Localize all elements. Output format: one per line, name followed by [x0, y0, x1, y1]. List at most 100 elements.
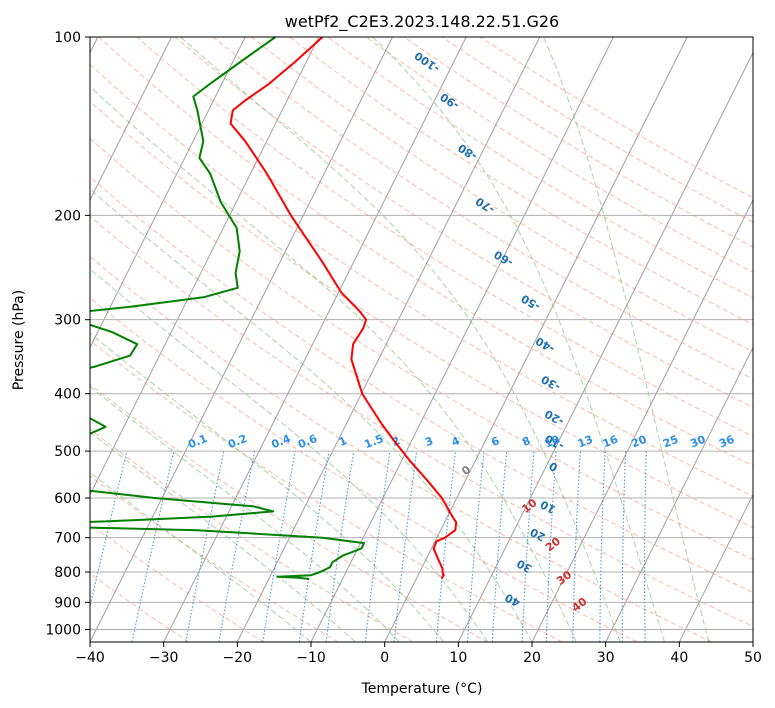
isotherm-line [531, 198, 753, 642]
dry-adiabat-line [90, 572, 190, 642]
isotherm-line [457, 51, 753, 642]
mixing-ratio-line [435, 451, 456, 642]
mixing-ratio-label: 36 [717, 433, 736, 451]
dry-adiabat-label: -90 [437, 90, 461, 112]
mixing-ratio-label: 30 [688, 433, 707, 451]
dry-adiabat-line [90, 383, 488, 642]
mixing-ratio-line [218, 450, 256, 642]
dry-adiabat-line [480, 37, 753, 199]
y-tick-label: 500 [54, 444, 81, 460]
x-axis-title: Temperature (°C) [361, 681, 483, 697]
chart-title: wetPf2_C2E3.2023.148.22.51.G26 [285, 12, 559, 32]
mixing-ratio-line [262, 450, 296, 642]
mixing-ratio-label: 20 [630, 433, 649, 451]
x-tick-label: −20 [223, 650, 253, 666]
dry-adiabat-line [212, 37, 753, 380]
isotherm-line [90, 37, 320, 496]
moist-adiabat-line [180, 37, 621, 642]
dry-adiabat-line [98, 37, 753, 467]
dry-adiabat-line [403, 37, 753, 248]
mixing-ratio-label: 13 [576, 433, 595, 451]
mixing-ratio-label: 6 [489, 434, 501, 449]
mixing-ratio-line [393, 451, 418, 642]
y-tick-label: 300 [54, 313, 81, 329]
dewpoint-profile-line [90, 37, 366, 580]
x-tick-label: 20 [523, 650, 541, 666]
y-axis-title: Pressure (hPa) [11, 290, 27, 390]
dry-adiabat-label: 10 [538, 497, 558, 516]
isotherm-line [605, 346, 753, 642]
x-tick-label: 50 [744, 650, 762, 666]
dry-adiabat-line [90, 137, 753, 561]
y-tick-label: 800 [54, 565, 81, 581]
profile-lines [90, 37, 458, 580]
moist-adiabat-label: 30 [554, 568, 574, 588]
dry-adiabat-label: 40 [502, 590, 522, 609]
dry-adiabat-line [365, 37, 753, 273]
isotherm-line [310, 37, 614, 642]
mixing-ratio-line [644, 451, 647, 642]
isotherm-line [384, 37, 688, 642]
mixing-ratio-line [545, 451, 557, 642]
mixing-ratio-label: 0.6 [296, 432, 319, 451]
dry-adiabat-line [90, 215, 753, 628]
isotherm-line [163, 37, 467, 642]
dry-adiabat-label: -70 [473, 194, 497, 216]
isotherm-line [90, 37, 393, 642]
dry-adiabat-line [174, 37, 753, 408]
mixing-ratio-line [521, 451, 535, 642]
mixing-ratio-label: 1 [337, 434, 349, 449]
dry-adiabat-label: -20 [542, 407, 566, 428]
y-tick-label: 700 [54, 531, 81, 547]
dry-adiabat-label: 20 [528, 525, 548, 544]
dry-adiabat-line [90, 428, 414, 642]
mixing-ratio-label: 0.1 [186, 432, 209, 451]
dry-adiabat-line [90, 176, 753, 594]
x-axis-ticks: −40 −30 −20 −10 0 10 20 30 40 50 [75, 642, 762, 666]
y-axis-ticks: 100 200 300 400 500 600 700 800 900 1000 [45, 30, 90, 638]
mixing-ratio-label: 10 [543, 433, 562, 451]
dry-adiabat-line [136, 37, 753, 437]
mixing-ratio-label: 25 [661, 433, 680, 451]
x-tick-label: −40 [75, 650, 105, 666]
mixing-ratio-line [621, 451, 627, 642]
mixing-ratio-label: 0.4 [270, 432, 293, 451]
x-tick-label: −10 [296, 650, 326, 666]
isotherm-line [90, 37, 246, 349]
temperature-profile-line [229, 37, 458, 579]
mixing-ratio-label: 8 [520, 434, 532, 449]
y-tick-label: 600 [54, 491, 81, 507]
isotherm-line [752, 640, 753, 642]
x-tick-label: −30 [149, 650, 179, 666]
mixing-ratio-line [364, 451, 391, 642]
moist-adiabat-label: 0 [459, 463, 473, 478]
mixing-ratio-line [131, 450, 175, 642]
dry-adiabat-line [90, 339, 563, 642]
x-tick-label: 10 [449, 650, 467, 666]
isotherm-line [236, 37, 541, 642]
dry-adiabat-label: -50 [519, 291, 543, 312]
mixing-ratio-line [466, 451, 485, 642]
dry-adiabat-line [90, 475, 339, 642]
moist-adiabat-line [90, 332, 444, 642]
isotherm-line [678, 493, 753, 642]
moist-adiabat-line [90, 471, 312, 642]
moist-adiabat-line [90, 268, 489, 642]
adiabat-labels: -100-90-80-70-60-50-40-30-20-10010203040… [186, 49, 736, 615]
mixing-ratio-label: 1.5 [362, 432, 385, 451]
dry-adiabat-line [90, 523, 264, 642]
moist-adiabat-line [90, 385, 400, 642]
mixing-ratio-line [185, 450, 225, 642]
x-tick-label: 0 [380, 650, 389, 666]
mixing-ratio-label: 0.2 [226, 432, 249, 451]
y-tick-label: 1000 [45, 622, 81, 638]
dry-adiabat-line [90, 63, 753, 497]
mixing-ratio-line [599, 451, 606, 642]
moist-adiabat-label: 40 [570, 595, 590, 615]
mixing-ratio-label: 16 [601, 433, 620, 451]
mixing-ratio-label: 3 [423, 434, 435, 449]
mixing-ratio-line [325, 451, 355, 642]
y-tick-label: 100 [54, 30, 81, 46]
plot-frame [89, 36, 754, 643]
dry-adiabat-line [251, 37, 753, 353]
